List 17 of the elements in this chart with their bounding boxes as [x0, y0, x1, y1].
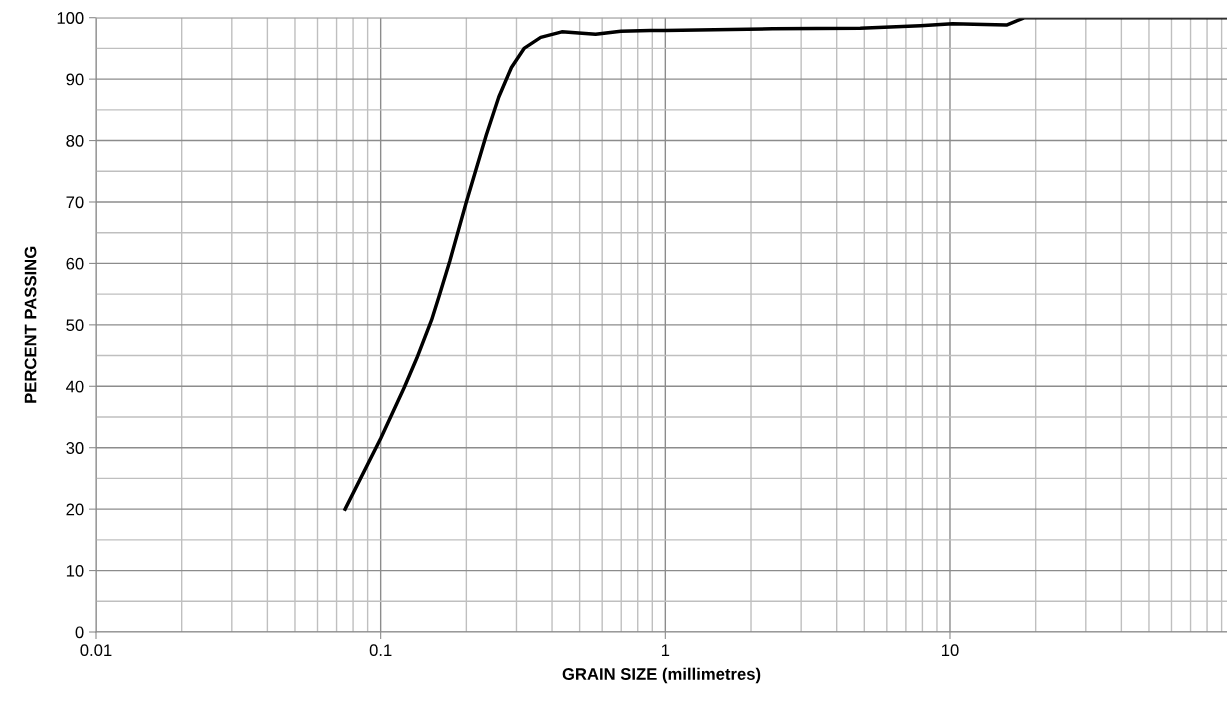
y-tick-label: 30: [66, 442, 84, 454]
y-tick-label: 60: [66, 257, 84, 270]
y-tick-label: 10: [66, 564, 84, 577]
x-tick-label: 0.1: [369, 644, 392, 657]
y-tick-label: 50: [66, 319, 84, 332]
x-tick-label: 0.01: [80, 644, 112, 657]
y-tick-label: 80: [66, 134, 84, 147]
y-tick-label: 20: [66, 503, 84, 516]
y-tick-label: 70: [66, 196, 84, 209]
y-tick-label: 0: [75, 626, 84, 639]
x-tick-label: 10: [941, 644, 959, 657]
x-axis-title: GRAIN SIZE (millimetres): [562, 667, 761, 684]
y-axis-title: PERCENT PASSING: [24, 246, 37, 403]
y-tick-label: 90: [66, 73, 84, 86]
y-tick-label: 100: [57, 12, 84, 24]
x-tick-label: 1: [661, 644, 670, 656]
y-tick-label: 40: [66, 380, 84, 393]
